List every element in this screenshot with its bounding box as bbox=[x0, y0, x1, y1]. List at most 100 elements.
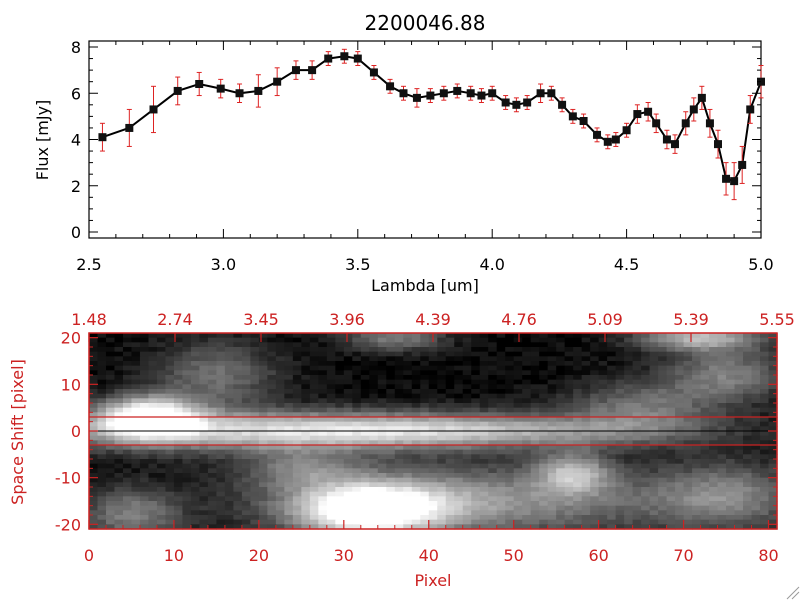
heatmap-cell bbox=[547, 356, 557, 362]
heatmap-cell bbox=[182, 519, 192, 525]
resize-grip-icon[interactable] bbox=[786, 586, 800, 600]
heatmap-cell bbox=[717, 468, 727, 474]
heatmap-cell bbox=[216, 407, 226, 413]
heatmap-cell bbox=[148, 375, 158, 381]
heatmap-cell bbox=[751, 524, 761, 530]
heatmap-cell bbox=[675, 510, 685, 516]
heatmap-cell bbox=[139, 431, 150, 437]
heatmap-cell bbox=[318, 445, 328, 451]
heatmap-cell bbox=[751, 454, 761, 460]
heatmap-cell bbox=[258, 393, 268, 399]
heatmap-cell bbox=[275, 375, 285, 381]
heatmap-cell bbox=[267, 351, 277, 357]
heatmap-cell bbox=[615, 342, 625, 348]
heatmap-cell bbox=[233, 337, 243, 343]
data-point bbox=[611, 135, 620, 144]
heatmap-cell bbox=[105, 491, 116, 497]
heatmap-cell bbox=[275, 384, 285, 390]
heatmap-cell bbox=[352, 421, 362, 427]
wavelength-tick-label: 5.09 bbox=[587, 310, 623, 329]
heatmap-cell bbox=[556, 342, 566, 348]
heatmap-cell bbox=[207, 445, 217, 451]
heatmap-cell bbox=[233, 370, 243, 376]
heatmap-cell bbox=[709, 487, 719, 493]
heatmap-cell bbox=[326, 407, 336, 413]
heatmap-cell bbox=[675, 449, 685, 455]
heatmap-cell bbox=[224, 459, 234, 465]
heatmap-cell bbox=[454, 384, 464, 390]
heatmap-cell bbox=[216, 337, 226, 343]
heatmap-cell bbox=[743, 407, 753, 413]
heatmap-cell bbox=[454, 407, 464, 413]
heatmap-cell bbox=[394, 412, 404, 418]
heatmap-cell bbox=[148, 403, 158, 409]
heatmap-cell bbox=[666, 459, 676, 465]
heatmap-cell bbox=[114, 491, 124, 497]
heatmap-cell bbox=[488, 361, 498, 367]
heatmap-cell bbox=[360, 435, 370, 441]
data-point bbox=[523, 98, 532, 107]
heatmap-cell bbox=[513, 468, 523, 474]
heatmap-cell bbox=[556, 515, 566, 521]
heatmap-cell bbox=[428, 487, 438, 493]
heatmap-cell bbox=[165, 440, 175, 446]
heatmap-cell bbox=[445, 375, 455, 381]
heatmap-cell bbox=[182, 440, 192, 446]
heatmap-cell bbox=[343, 398, 353, 404]
heatmap-cell bbox=[726, 379, 736, 385]
heatmap-cell bbox=[394, 454, 404, 460]
heatmap-cell bbox=[301, 473, 311, 479]
heatmap-cell bbox=[445, 454, 455, 460]
heatmap-cell bbox=[743, 389, 753, 395]
heatmap-cell bbox=[590, 421, 600, 427]
heatmap-cell bbox=[437, 454, 447, 460]
data-point bbox=[216, 84, 225, 93]
heatmap-cell bbox=[539, 473, 549, 479]
heatmap-cell bbox=[471, 449, 481, 455]
heatmap-cell bbox=[105, 384, 116, 390]
heatmap-cell bbox=[479, 491, 489, 497]
heatmap-cell bbox=[700, 375, 710, 381]
heatmap-cell bbox=[513, 393, 523, 399]
heatmap-cell bbox=[751, 496, 761, 502]
heatmap-cell bbox=[726, 421, 736, 427]
heatmap-cell bbox=[496, 524, 506, 530]
heatmap-cell bbox=[309, 370, 319, 376]
heatmap-cell bbox=[250, 333, 260, 339]
heatmap-cell bbox=[768, 431, 778, 437]
heatmap-cell bbox=[573, 356, 583, 362]
heatmap-cell bbox=[709, 473, 719, 479]
heatmap-cell bbox=[89, 379, 99, 385]
heatmap-cell bbox=[394, 421, 404, 427]
heatmap-cell bbox=[743, 477, 753, 483]
heatmap-cell bbox=[734, 365, 744, 371]
heatmap-cell bbox=[258, 440, 268, 446]
heatmap-cell bbox=[547, 454, 557, 460]
heatmap-cell bbox=[598, 468, 608, 474]
heatmap-cell bbox=[445, 505, 455, 511]
heatmap-cell bbox=[564, 389, 574, 395]
heatmap-cell bbox=[437, 403, 447, 409]
heatmap-cell bbox=[573, 491, 583, 497]
heatmap-cell bbox=[522, 337, 532, 343]
heatmap-cell bbox=[692, 491, 702, 497]
heatmap-cell bbox=[590, 473, 600, 479]
heatmap-cell bbox=[607, 342, 617, 348]
heatmap-cell bbox=[275, 417, 285, 423]
heatmap-cell bbox=[462, 337, 472, 343]
heatmap-cell bbox=[454, 361, 464, 367]
heatmap-cell bbox=[454, 524, 464, 530]
heatmap-cell bbox=[369, 365, 379, 371]
heatmap-cell bbox=[590, 496, 600, 502]
heatmap-cell bbox=[743, 333, 753, 339]
heatmap-cell bbox=[250, 435, 260, 441]
heatmap-cell bbox=[598, 449, 608, 455]
heatmap-cell bbox=[250, 421, 260, 427]
heatmap-cell bbox=[496, 426, 506, 432]
heatmap-cell bbox=[394, 347, 404, 353]
heatmap-cell bbox=[386, 398, 396, 404]
heatmap-cell bbox=[114, 524, 124, 530]
heatmap-cell bbox=[675, 454, 685, 460]
heatmap-cell bbox=[190, 524, 201, 530]
heatmap-cell bbox=[165, 403, 175, 409]
